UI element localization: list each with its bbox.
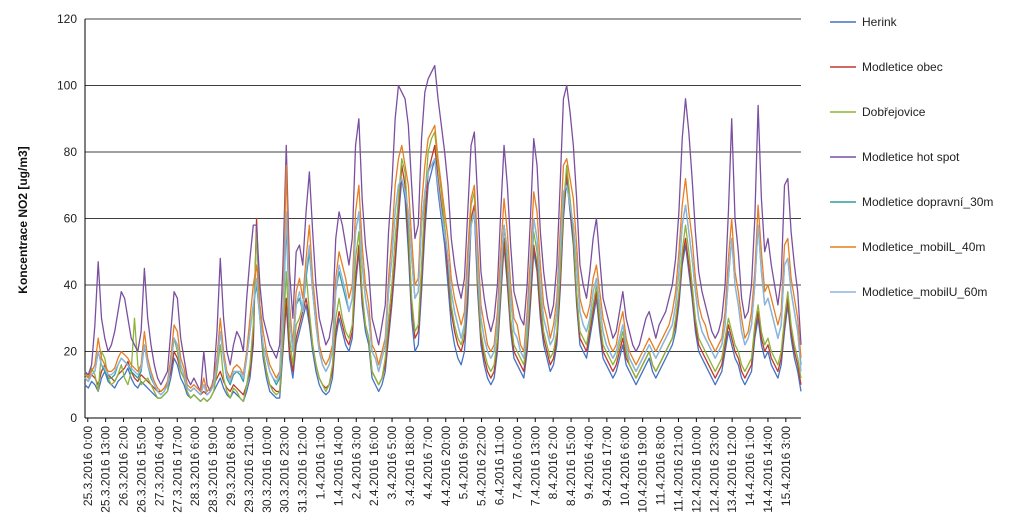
x-tick-label: 14.4.2016 1:00 — [743, 426, 757, 506]
x-tick-label: 30.3.2016 10:00 — [260, 426, 274, 513]
x-tick-label: 28.3.2016 6:00 — [188, 426, 202, 506]
x-tick-label: 2.4.2016 16:00 — [367, 426, 381, 506]
y-tick-label: 100 — [57, 79, 77, 93]
x-tick-label: 5.4.2016 22:00 — [475, 426, 489, 506]
x-tick-label: 10.4.2016 6:00 — [618, 426, 632, 506]
x-tick-label: 2.4.2016 3:00 — [349, 426, 363, 500]
x-tick-label: 9.4.2016 17:00 — [600, 426, 614, 506]
y-tick-label: 80 — [64, 145, 78, 159]
series-line-2 — [84, 131, 802, 403]
x-tick-label: 7.4.2016 0:00 — [510, 426, 524, 500]
legend: Herink Modletice obec Dobřejovice Modletice… — [830, 15, 993, 299]
x-tick-label: 27.3.2016 17:00 — [170, 426, 184, 513]
y-tick-labels: 0 20 40 60 80 100 120 — [57, 12, 77, 425]
x-tick-label: 8.4.2016 2:00 — [546, 426, 560, 500]
x-tick-label: 12.4.2016 10:00 — [689, 426, 703, 513]
y-tick-label: 0 — [70, 411, 77, 425]
x-tick-labels: 25.3.2016 0:00 25.3.2016 13:00 26.3.2016 2… — [81, 426, 793, 513]
series-lines — [84, 64, 802, 403]
series-line-6 — [84, 157, 802, 396]
legend-label: Modletice dopravní_30m — [862, 195, 993, 209]
x-tick-label: 14.4.2016 14:00 — [761, 426, 775, 513]
x-tick-label: 15.4.2016 3:00 — [779, 426, 793, 506]
x-tick-label: 7.4.2016 13:00 — [528, 426, 542, 506]
x-tick-label: 29.3.2016 21:00 — [242, 426, 256, 513]
x-tick-label: 4.4.2016 7:00 — [421, 426, 435, 500]
x-tick-label: 10.4.2016 19:00 — [636, 426, 650, 513]
x-tick-label: 30.3.2016 23:00 — [278, 426, 292, 513]
x-tick-label: 25.3.2016 13:00 — [99, 426, 113, 513]
series-line-5 — [84, 124, 802, 393]
x-tick-label: 11.4.2016 8:00 — [654, 426, 668, 506]
x-tick-label: 28.3.2016 19:00 — [206, 426, 220, 513]
y-tick-label: 120 — [57, 12, 77, 26]
x-tick-label: 9.4.2016 4:00 — [582, 426, 596, 500]
x-tick-label: 29.3.2016 8:00 — [224, 426, 238, 506]
x-tick-label: 12.4.2016 23:00 — [707, 426, 721, 513]
x-tick-label: 1.4.2016 1:00 — [313, 426, 327, 500]
legend-label: Modletice_mobilU_60m — [862, 285, 987, 299]
axes — [84, 19, 801, 422]
x-tick-label: 27.3.2016 4:00 — [152, 426, 166, 506]
legend-label: Dobřejovice — [862, 105, 926, 119]
y-tick-label: 20 — [64, 345, 78, 359]
x-tick-label: 5.4.2016 9:00 — [457, 426, 471, 500]
y-tick-label: 60 — [64, 212, 78, 226]
x-tick-label: 13.4.2016 12:00 — [725, 426, 739, 513]
series-line-3 — [84, 64, 802, 393]
legend-label: Modletice obec — [862, 60, 943, 74]
x-tick-label: 6.4.2016 11:00 — [492, 426, 506, 506]
legend-label: Herink — [862, 15, 898, 29]
legend-label: Modletice_mobilL_40m — [862, 240, 985, 254]
y-axis-title: Koncentrace NO2 [ug/m3] — [16, 146, 30, 293]
x-tick-label: 3.4.2016 5:00 — [385, 426, 399, 500]
x-tick-label: 4.4.2016 20:00 — [439, 426, 453, 506]
x-tick-label: 26.3.2016 15:00 — [134, 426, 148, 513]
x-tick-label: 31.3.2016 12:00 — [296, 426, 310, 513]
x-tick-label: 3.4.2016 18:00 — [403, 426, 417, 506]
x-tick-label: 1.4.2016 14:00 — [331, 426, 345, 506]
x-tick-label: 25.3.2016 0:00 — [81, 426, 95, 506]
x-tick-label: 8.4.2016 15:00 — [564, 426, 578, 506]
legend-label: Modletice hot spot — [862, 150, 960, 164]
x-tick-label: 26.3.2016 2:00 — [117, 426, 131, 506]
y-tick-label: 40 — [64, 278, 78, 292]
x-tick-label: 11.4.2016 21:00 — [671, 426, 685, 512]
